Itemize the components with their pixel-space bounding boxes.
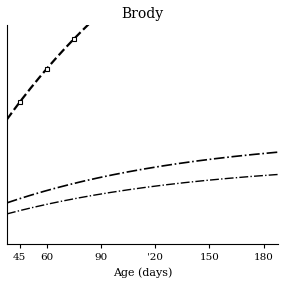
X-axis label: Age (days): Age (days) (113, 268, 172, 278)
Title: Brody: Brody (121, 7, 164, 21)
